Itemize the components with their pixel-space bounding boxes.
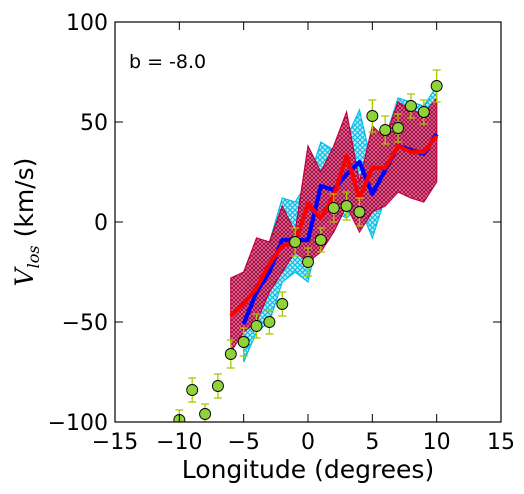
y-axis-title: Vlos (km/s) xyxy=(10,158,43,287)
data-point xyxy=(289,236,302,248)
data-point xyxy=(186,384,199,396)
y-tick-label: 0 xyxy=(94,211,108,236)
x-tick-label: 15 xyxy=(487,430,515,455)
x-axis-title: Longitude (degrees) xyxy=(182,455,434,484)
data-point xyxy=(314,234,327,246)
data-point xyxy=(417,106,430,118)
data-point xyxy=(353,206,366,218)
x-tick-label: −15 xyxy=(92,430,138,455)
data-point xyxy=(392,122,405,134)
data-point xyxy=(211,380,224,392)
data-point xyxy=(404,100,417,112)
band-crimson xyxy=(230,96,438,355)
y-tick-label: −100 xyxy=(48,411,108,436)
x-tick-label: 0 xyxy=(301,430,315,455)
data-point xyxy=(276,298,289,310)
data-point xyxy=(327,202,340,214)
y-tick-label: 100 xyxy=(66,11,108,36)
data-point xyxy=(430,80,443,92)
data-point xyxy=(340,200,353,212)
data-point xyxy=(379,124,392,136)
data-point xyxy=(263,316,276,328)
data-point xyxy=(366,110,379,122)
x-tick-label: 5 xyxy=(365,430,379,455)
data-point xyxy=(199,408,212,420)
y-axis-symbol: V xyxy=(10,265,39,286)
y-tick-label: 50 xyxy=(80,111,108,136)
y-tick-label: −50 xyxy=(62,311,108,336)
data-point xyxy=(302,256,314,268)
data-point xyxy=(237,336,250,348)
y-axis-units: (km/s) xyxy=(10,158,39,246)
annotation-latitude: b = -8.0 xyxy=(129,51,206,73)
x-tick-label: −10 xyxy=(156,430,202,455)
x-tick-label: 10 xyxy=(423,430,451,455)
y-axis-title-text: Vlos (km/s) xyxy=(10,158,43,287)
x-tick-label: −5 xyxy=(227,430,259,455)
data-point xyxy=(250,320,263,332)
y-axis-subscript: los xyxy=(24,245,43,268)
data-point xyxy=(224,348,237,360)
